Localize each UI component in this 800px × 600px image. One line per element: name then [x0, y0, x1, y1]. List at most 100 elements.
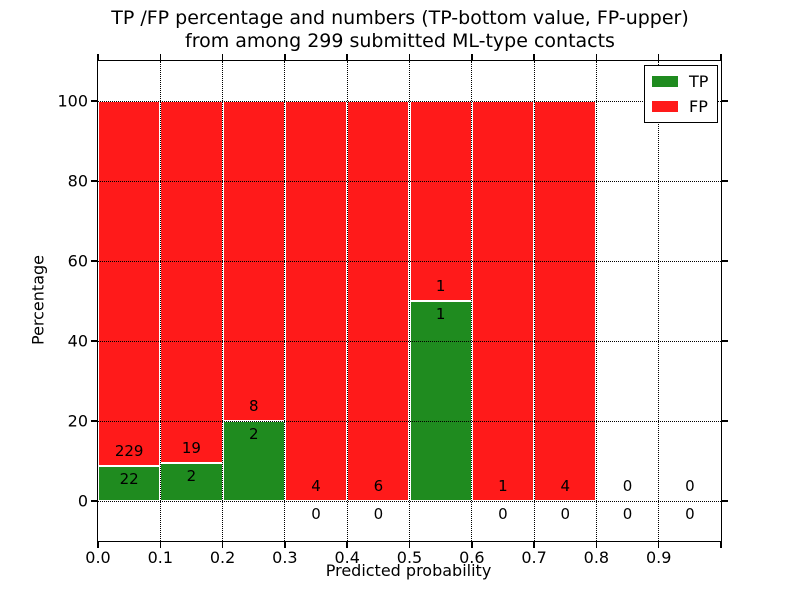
fp-count-label: 1 — [498, 477, 508, 495]
fp-legend-label: FP — [689, 97, 708, 116]
fp-bar-segment — [409, 101, 472, 301]
x-tick-top — [221, 54, 224, 61]
x-tick-bottom — [471, 541, 473, 548]
tp-count-label: 0 — [622, 505, 633, 523]
fp-bar-segment — [534, 101, 597, 501]
x-gridline — [533, 61, 535, 541]
x-gridline — [159, 61, 161, 541]
tp-bar-segment — [222, 421, 285, 501]
y-tick-right — [721, 500, 728, 502]
x-tick-top — [159, 54, 162, 61]
y-tick-right — [721, 260, 728, 262]
x-gridline — [658, 61, 660, 541]
plot-area: 229 22 19 2 8 2 4 0 6 0 1 1 1 0 4 0 0 0 0 0 0.0 0.1 0.2 0.3 0.4 0… — [57, 54, 728, 568]
y-tick-label: 80 — [67, 171, 88, 191]
tp-count-label: 2 — [186, 466, 197, 485]
x-gridline — [409, 61, 410, 541]
bars-layer — [98, 61, 721, 541]
x-tick-bottom — [284, 541, 286, 548]
x-tick-label: 0.1 — [147, 548, 174, 567]
y-tick-label: 40 — [67, 331, 88, 351]
tp-count-label: 2 — [248, 425, 259, 443]
fp-count-label: 4 — [560, 477, 571, 495]
fp-count-label: 6 — [373, 477, 384, 495]
labels-layer: 229 22 19 2 8 2 4 0 6 0 1 1 1 0 4 0 0 0 0 0 0.0 0.1 0.2 0.3 0.4 0… — [57, 61, 721, 568]
x-tick-label: 0.8 — [583, 548, 610, 567]
y-tick-left — [91, 260, 98, 262]
x-tick-top — [346, 54, 348, 61]
y-tick-right — [721, 420, 728, 422]
x-tick-label: 0.3 — [272, 548, 298, 567]
fp-count-label: 19 — [181, 438, 201, 457]
y-tick-left — [91, 420, 98, 422]
x-tick-label: 0.9 — [645, 548, 672, 567]
tp-count-label: 0 — [560, 505, 571, 523]
x-tick-label: 0.4 — [334, 548, 360, 567]
fp-bar-segment — [98, 101, 161, 466]
x-tick-top — [720, 54, 722, 61]
tp-bar-segment — [409, 301, 472, 501]
x-tick-top — [595, 54, 598, 61]
x-tick-bottom — [408, 541, 411, 548]
legend: TP FP — [644, 65, 719, 123]
tp-bar-segment — [160, 462, 223, 501]
fp-bar-segment — [347, 101, 410, 501]
fp-bar-segment — [471, 101, 535, 501]
x-gridline — [471, 61, 473, 541]
x-tick-top — [657, 54, 660, 61]
x-tick-bottom — [657, 541, 660, 548]
chart-title: TP /FP percentage and numbers (TP-bottom… — [0, 7, 800, 53]
x-gridline — [346, 61, 348, 541]
fp-count-label: 0 — [685, 477, 695, 495]
grid-layer — [98, 61, 721, 541]
chart-title-line2: from among 299 submitted ML-type contact… — [185, 30, 615, 52]
tp-count-label: 0 — [373, 505, 384, 523]
y-tick-left — [91, 180, 98, 182]
tp-legend-label: TP — [689, 72, 709, 91]
y-tick-left — [91, 100, 98, 102]
fp-count-label: 1 — [435, 277, 446, 295]
x-tick-bottom — [97, 541, 99, 548]
y-tick-right — [721, 100, 728, 102]
x-tick-label: 0.7 — [521, 548, 547, 567]
x-gridline — [222, 61, 224, 541]
x-tick-label: 0.5 — [396, 548, 423, 567]
tp-legend-swatch — [652, 76, 678, 87]
x-tick-bottom — [533, 541, 535, 548]
fp-count-label: 0 — [622, 477, 633, 495]
y-tick-right — [721, 180, 728, 182]
y-tick-right — [721, 340, 728, 342]
tp-bar-segment — [98, 465, 161, 501]
y-tick-label: 100 — [57, 91, 88, 111]
legend-item-tp: TP — [652, 72, 708, 91]
fp-bar-segment — [284, 101, 348, 501]
chart-title-line1: TP /FP percentage and numbers (TP-bottom… — [111, 7, 689, 29]
fp-count-label: 4 — [311, 477, 321, 495]
tp-count-label: 22 — [119, 469, 139, 488]
x-tick-label: 0.6 — [459, 548, 485, 567]
x-tick-top — [408, 54, 411, 61]
fp-bar-segment — [160, 101, 223, 463]
y-tick-label: 20 — [67, 411, 88, 431]
x-tick-bottom — [595, 541, 598, 548]
x-tick-bottom — [159, 541, 162, 548]
tp-count-label: 0 — [311, 505, 321, 523]
fp-legend-swatch — [652, 101, 678, 112]
x-tick-bottom — [720, 541, 722, 548]
fp-count-label: 8 — [248, 397, 259, 415]
x-gridline — [595, 61, 597, 541]
ticks-layer — [91, 54, 728, 548]
x-tick-top — [533, 54, 535, 61]
x-tick-label: 0.2 — [209, 548, 236, 567]
x-gridline — [284, 61, 286, 541]
x-tick-top — [284, 54, 286, 61]
x-tick-top — [471, 54, 473, 61]
x-tick-bottom — [346, 541, 348, 548]
x-axis-label: Predicted probability — [325, 561, 492, 580]
x-tick-top — [97, 54, 99, 61]
tp-count-label: 0 — [685, 505, 695, 523]
tp-count-label: 1 — [435, 305, 446, 323]
x-tick-bottom — [221, 541, 224, 548]
x-tick-label: 0.0 — [85, 548, 111, 567]
